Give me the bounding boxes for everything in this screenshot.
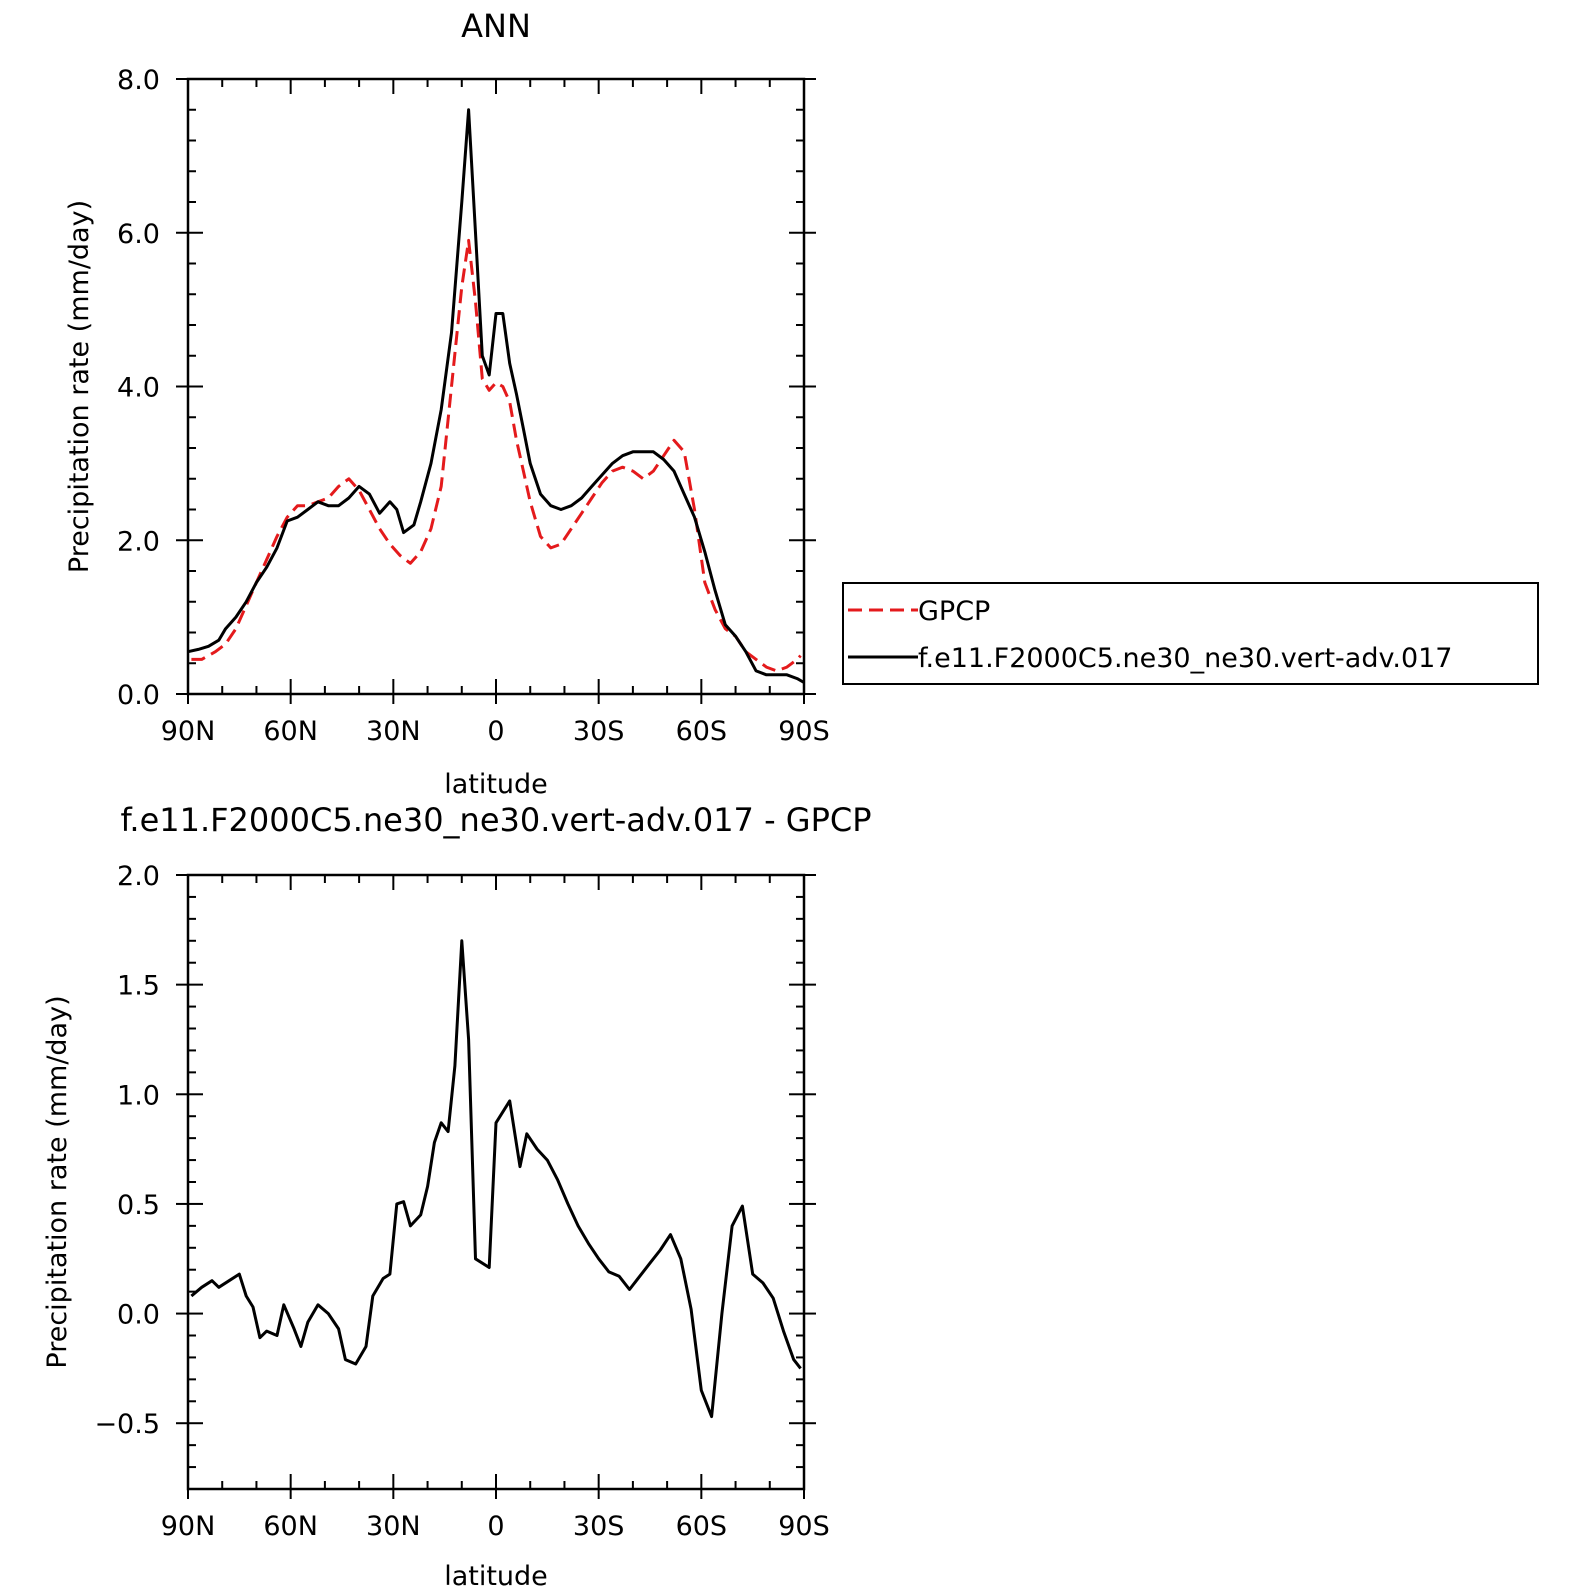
x-tick-label: 30N [366,1511,421,1542]
difference-panel: f.e11.F2000C5.ne30_ne30.vert-adv.017 - G… [42,801,872,1591]
y-tick-label: 2.0 [117,526,160,557]
legend: GPCP f.e11.F2000C5.ne30_ne30.vert-adv.01… [842,582,1539,685]
x-tick-label: 30S [573,1511,625,1542]
x-tick-label: 90S [778,1511,830,1542]
annual-zonal-mean-panel: ANN 90N 60N 30N 0 30S 60S 90S 0.02.04.06.08.0 … [64,7,830,800]
x-tick-label: 0 [487,716,504,747]
y-tick-label: 1.5 [117,971,160,1002]
bottom-plot-frame [186,873,806,1491]
x-tick-label: 30N [366,716,421,747]
x-tick-label: 90N [161,716,216,747]
x-tick-label: 60N [263,716,318,747]
top-plot-frame [186,77,806,696]
bottom-chart-title: f.e11.F2000C5.ne30_ne30.vert-adv.017 - G… [120,801,871,839]
y-tick-label: 4.0 [117,373,160,404]
y-tick-label: 2.0 [117,861,160,892]
legend-entry-model: f.e11.F2000C5.ne30_ne30.vert-adv.017 [918,643,1452,674]
y-tick-label: 1.0 [117,1080,160,1111]
series-line-model [187,108,805,684]
bottom-x-tick-labels: 90N 60N 30N 0 30S 60S 90S [161,1511,830,1542]
y-tick-label: 6.0 [117,219,160,250]
bottom-series-lines [190,939,802,1419]
legend-entry-gpcp: GPCP [918,596,990,627]
x-tick-label: 60S [676,1511,728,1542]
y-tick-label: 0.5 [117,1190,160,1221]
bottom-axis-ticks [176,874,816,1499]
bottom-x-axis-label: latitude [444,1561,548,1591]
x-tick-label: 90N [161,1511,216,1542]
top-x-tick-labels: 90N 60N 30N 0 30S 60S 90S [161,716,830,747]
x-tick-label: 60S [676,716,728,747]
top-y-axis-label: Precipitation rate (mm/day) [64,200,95,573]
bottom-y-tick-labels: −0.5 0.0 0.5 1.0 1.5 2.0 [94,861,160,1440]
series-line-model [190,939,802,1419]
series-line-gpcp [191,238,802,673]
legend-box [842,582,1539,685]
x-tick-label: 90S [778,716,830,747]
top-chart-title: ANN [461,7,531,45]
y-tick-label: −0.5 [94,1409,160,1440]
x-tick-label: 30S [573,716,625,747]
y-tick-label: 0.0 [117,680,160,711]
top-x-axis-label: latitude [444,769,548,800]
top-series-lines [187,108,805,684]
bottom-y-axis-label: Precipitation rate (mm/day) [42,995,73,1368]
top-y-tick-labels: 0.0 2.0 4.0 6.0 8.0 [117,65,160,711]
x-tick-label: 60N [263,1511,318,1542]
y-tick-label: 0.0 [117,1300,160,1331]
y-tick-label: 8.0 [117,65,160,96]
x-tick-label: 0 [487,1511,504,1542]
